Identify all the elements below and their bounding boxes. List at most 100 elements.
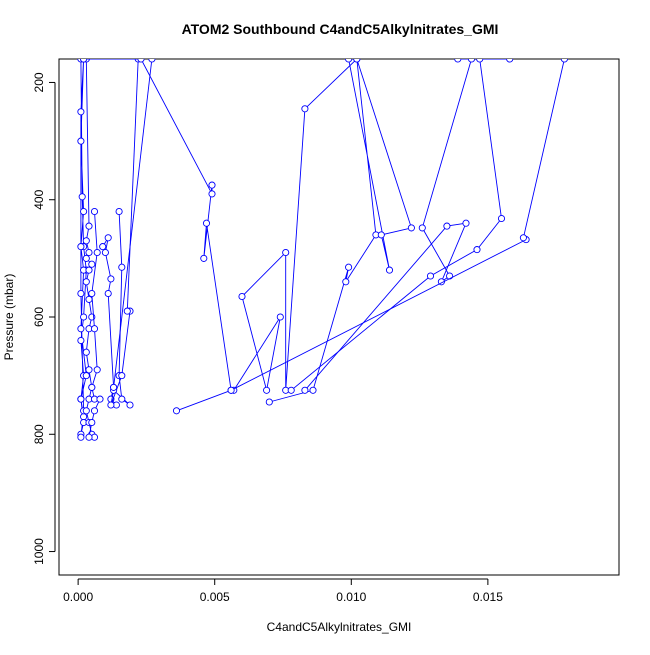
data-point <box>454 59 462 63</box>
y-axis: 200 400 600 800 1000 <box>32 72 56 565</box>
data-point <box>82 348 90 356</box>
series-line <box>290 59 510 391</box>
plot-frame <box>58 58 620 576</box>
data-point <box>342 278 350 286</box>
data-point <box>90 407 99 415</box>
data-point <box>282 248 290 257</box>
data-point <box>123 307 131 315</box>
data-point <box>426 272 435 280</box>
y-tick-label: 400 <box>32 189 46 209</box>
x-axis: 0.000 0.005 0.010 0.015 <box>63 578 503 604</box>
y-tick-label: 1000 <box>32 538 46 565</box>
y-tick-label: 200 <box>32 72 46 92</box>
data-point <box>462 219 470 227</box>
data-point <box>77 137 85 145</box>
data-point <box>107 401 115 409</box>
data-point <box>93 366 101 374</box>
data-point <box>82 254 90 262</box>
data-point <box>85 433 93 441</box>
series-line <box>88 211 101 438</box>
series-8 <box>80 59 235 415</box>
data-point <box>172 407 181 415</box>
data-point <box>77 243 85 251</box>
series-9 <box>230 59 361 394</box>
data-point <box>93 248 101 257</box>
data-point <box>309 386 317 394</box>
data-point <box>148 59 156 63</box>
x-axis-label: C4andC5Alkylnitrates_GMI <box>267 620 412 634</box>
data-point <box>85 222 93 230</box>
data-point <box>118 372 126 380</box>
data-point <box>85 248 93 257</box>
series-3 <box>85 207 104 441</box>
data-point <box>276 313 284 321</box>
series-line <box>230 59 565 391</box>
data-point <box>85 366 93 374</box>
series-10 <box>265 59 415 406</box>
y-tick-label: 600 <box>32 307 46 327</box>
data-point <box>560 59 568 63</box>
chart-title: ATOM2 Southbound C4andC5Alkylnitrates_GM… <box>182 21 499 37</box>
data-point <box>77 108 85 116</box>
data-point <box>385 266 394 274</box>
data-point <box>101 248 109 257</box>
data-point <box>208 181 216 189</box>
data-point <box>345 263 353 271</box>
data-point <box>80 413 88 421</box>
data-point <box>77 433 85 441</box>
data-point <box>110 383 118 391</box>
series-13 <box>227 59 568 394</box>
data-point <box>118 263 126 271</box>
data-point <box>78 193 86 201</box>
data-point <box>85 295 93 303</box>
data-point <box>88 383 96 391</box>
data-point <box>96 395 104 403</box>
data-point <box>82 278 90 286</box>
data-point <box>88 418 96 427</box>
data-point <box>80 207 88 216</box>
data-point <box>200 254 208 262</box>
data-point <box>104 289 112 298</box>
series-line <box>126 59 139 312</box>
data-point <box>443 222 451 230</box>
data-point <box>418 224 426 232</box>
data-point <box>137 59 145 63</box>
data-point <box>238 292 246 301</box>
series-layer <box>77 59 568 441</box>
x-tick-label: 0.015 <box>473 590 503 604</box>
y-tick-label: 800 <box>32 424 46 444</box>
data-point <box>107 275 115 283</box>
data-point <box>118 395 126 403</box>
data-point <box>90 325 99 333</box>
data-point <box>519 234 527 242</box>
series-line <box>83 59 232 412</box>
x-tick-label: 0.010 <box>336 590 366 604</box>
data-point <box>82 407 90 415</box>
series-4 <box>99 234 120 409</box>
series-7 <box>110 59 156 391</box>
series-line <box>85 59 95 438</box>
series-line <box>233 59 358 391</box>
x-tick-label: 0.005 <box>200 590 230 604</box>
data-point <box>85 266 93 274</box>
data-point <box>467 59 476 63</box>
data-point <box>202 219 211 227</box>
data-point <box>446 272 454 280</box>
data-point <box>88 260 96 268</box>
data-point <box>90 207 99 216</box>
x-tick-label: 0.000 <box>63 590 93 604</box>
data-point <box>506 59 514 63</box>
data-point <box>126 401 134 409</box>
data-point <box>227 386 235 394</box>
data-point <box>265 398 273 406</box>
data-point <box>104 234 112 242</box>
series-line <box>269 59 412 403</box>
data-point <box>377 231 385 239</box>
data-point <box>77 289 85 298</box>
data-point <box>208 190 216 198</box>
data-point <box>353 59 361 63</box>
data-point <box>263 386 271 394</box>
y-axis-label: Pressure (mbar) <box>2 274 16 361</box>
data-point <box>77 395 85 403</box>
